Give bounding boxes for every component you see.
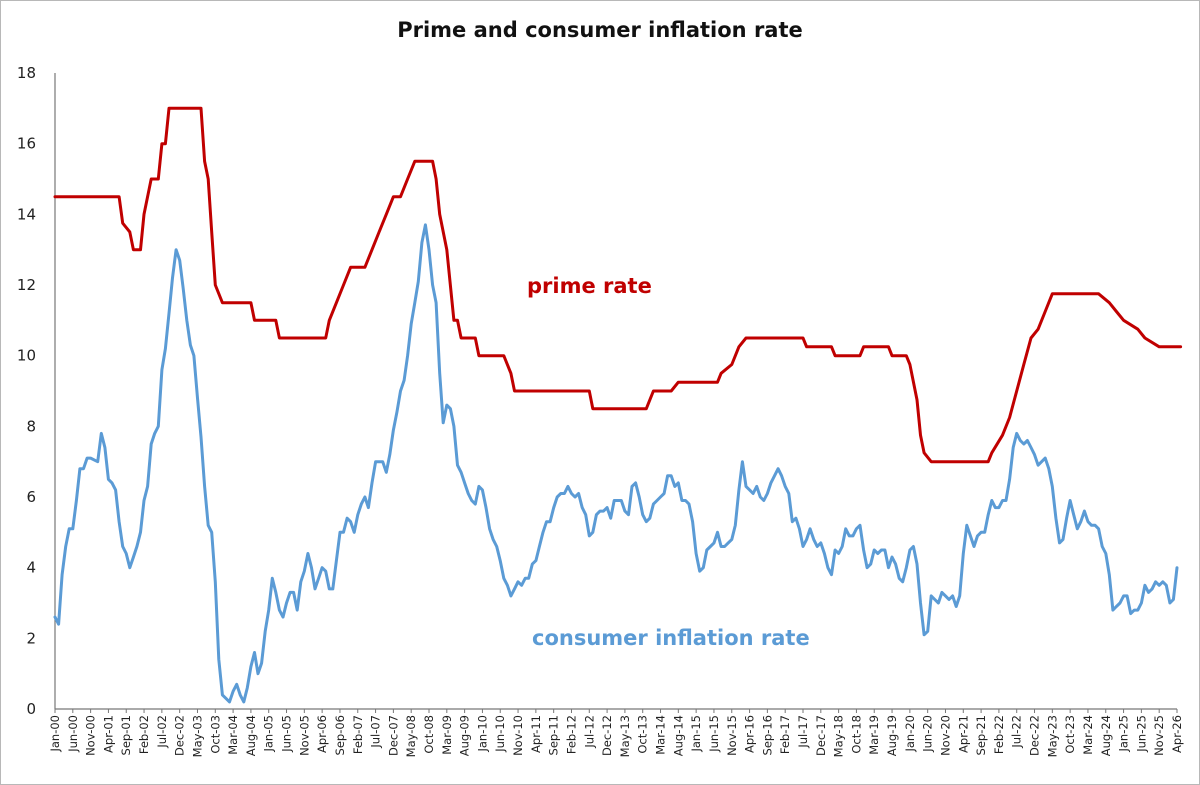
- x-tick-label: Feb-02: [137, 715, 151, 754]
- x-tick-label: Sep-11: [547, 715, 561, 755]
- x-tick-label: Aug-04: [244, 715, 258, 756]
- x-tick-label: Apr-01: [101, 715, 115, 753]
- x-tick-label: May-23: [1045, 715, 1059, 757]
- x-tick-label: Aug-24: [1099, 715, 1113, 756]
- x-tick-label: Jan-20: [903, 715, 917, 753]
- y-tick-label: 2: [26, 629, 36, 647]
- x-tick-label: Apr-16: [743, 715, 757, 753]
- y-tick-label: 16: [17, 135, 36, 153]
- x-tick-label: Nov-15: [725, 715, 739, 756]
- x-tick-label: Aug-09: [458, 715, 472, 756]
- x-tick-label: Apr-26: [1170, 715, 1184, 753]
- x-tick-label: Dec-02: [173, 715, 187, 756]
- x-tick-label: Sep-21: [974, 715, 988, 755]
- y-tick-label: 8: [26, 417, 36, 435]
- x-tick-label: Jun-10: [493, 715, 507, 753]
- x-tick-label: Nov-25: [1152, 715, 1166, 756]
- x-tick-label: Sep-16: [760, 715, 774, 755]
- chart-title: Prime and consumer inflation rate: [397, 18, 803, 42]
- x-tick-label: Jan-05: [262, 715, 276, 753]
- x-tick-label: Jun-20: [921, 715, 935, 753]
- x-tick-label: Jan-00: [48, 715, 62, 753]
- consumer-inflation-annotation: consumer inflation rate: [532, 626, 810, 650]
- x-tick-label: Apr-06: [315, 715, 329, 753]
- y-tick-label: 14: [17, 205, 36, 223]
- x-tick-label: Mar-24: [1081, 715, 1095, 755]
- x-tick-label: Apr-21: [956, 715, 970, 753]
- x-tick-label: Sep-01: [119, 715, 133, 755]
- y-tick-label: 12: [17, 276, 36, 294]
- x-tick-label: Jul-07: [369, 715, 383, 749]
- x-tick-label: Feb-07: [351, 715, 365, 754]
- x-tick-label: Mar-04: [226, 715, 240, 755]
- x-tick-label: Jun-25: [1134, 715, 1148, 753]
- x-tick-label: Dec-17: [814, 715, 828, 756]
- x-tick-label: Nov-00: [84, 715, 98, 756]
- x-tick-label: Dec-22: [1028, 715, 1042, 756]
- x-tick-label: Jan-25: [1117, 715, 1131, 753]
- x-tick-label: Oct-18: [849, 715, 863, 754]
- x-tick-label: Feb-17: [778, 715, 792, 754]
- x-tick-label: Sep-06: [333, 715, 347, 755]
- x-tick-label: Apr-11: [529, 715, 543, 753]
- y-tick-label: 10: [17, 347, 36, 365]
- y-tick-label: 4: [26, 559, 36, 577]
- prime-rate-annotation: prime rate: [527, 274, 652, 298]
- x-tick-label: Dec-07: [386, 715, 400, 756]
- x-tick-label: Mar-19: [867, 715, 881, 755]
- x-tick-label: Mar-09: [440, 715, 454, 755]
- prime-rate-line: [53, 106, 1183, 464]
- x-tick-label: Feb-22: [992, 715, 1006, 754]
- x-tick-label: Nov-05: [297, 715, 311, 756]
- y-tick-label: 6: [26, 488, 36, 506]
- x-tick-label: Jun-00: [66, 715, 80, 753]
- x-tick-label: Jan-15: [689, 715, 703, 753]
- x-tick-label: Jun-15: [707, 715, 721, 753]
- x-tick-label: Jun-05: [280, 715, 294, 753]
- y-tick-label: 0: [26, 700, 36, 718]
- y-tick-label: 18: [17, 64, 36, 82]
- consumer-inflation-line: [53, 223, 1179, 704]
- x-tick-label: Jul-17: [796, 715, 810, 749]
- x-tick-label: Nov-10: [511, 715, 525, 756]
- x-tick-label: Feb-12: [565, 715, 579, 754]
- x-tick-label: May-08: [404, 715, 418, 757]
- x-tick-label: Nov-20: [939, 715, 953, 756]
- x-tick-label: Jul-02: [155, 715, 169, 749]
- x-tick-label: Jan-10: [475, 715, 489, 753]
- x-tick-label: Oct-03: [208, 715, 222, 754]
- x-tick-label: Jul-12: [582, 715, 596, 749]
- x-tick-label: May-13: [618, 715, 632, 757]
- x-tick-label: Jul-22: [1010, 715, 1024, 749]
- x-tick-label: Dec-12: [600, 715, 614, 756]
- x-tick-label: Oct-08: [422, 715, 436, 754]
- x-tick-label: May-03: [191, 715, 205, 757]
- x-tick-label: Aug-19: [885, 715, 899, 756]
- x-tick-label: Aug-14: [671, 715, 685, 756]
- x-tick-label: Mar-14: [654, 715, 668, 755]
- x-tick-label: Oct-13: [636, 715, 650, 754]
- x-tick-label: Oct-23: [1063, 715, 1077, 754]
- x-tick-label: May-18: [832, 715, 846, 757]
